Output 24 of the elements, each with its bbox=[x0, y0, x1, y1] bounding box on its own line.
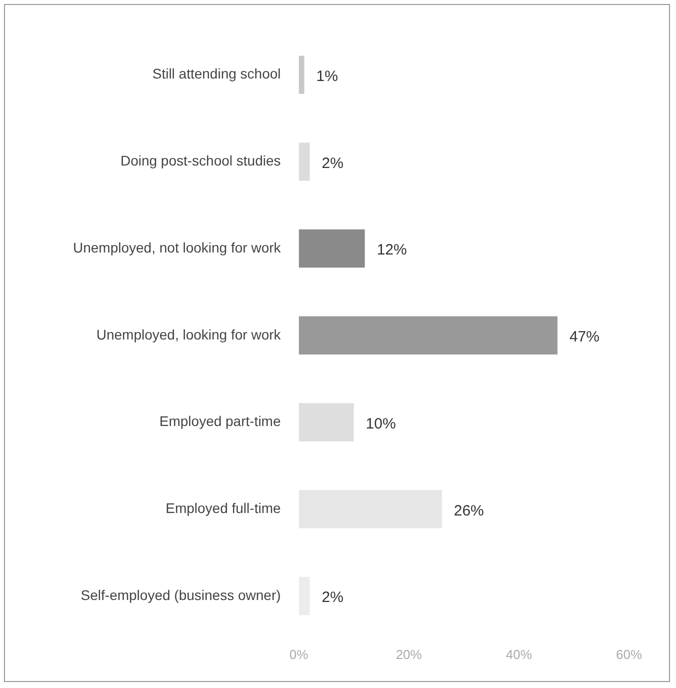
data-label: 1% bbox=[316, 68, 338, 85]
bar bbox=[298, 316, 558, 355]
y-tick-label: Unemployed, looking for work bbox=[96, 326, 282, 342]
data-label: 10% bbox=[366, 415, 396, 432]
x-tick-label: 20% bbox=[396, 646, 422, 662]
data-label: 12% bbox=[376, 242, 407, 259]
data-label: 2% bbox=[322, 589, 344, 606]
x-tick-label: 60% bbox=[616, 646, 642, 662]
data-label: 47% bbox=[569, 328, 600, 346]
data-label: 2% bbox=[322, 154, 344, 172]
x-tick-label: 0% bbox=[289, 646, 309, 662]
data-label: 26% bbox=[454, 502, 484, 520]
bar bbox=[298, 142, 310, 181]
bar bbox=[298, 229, 365, 268]
y-tick-label: Still attending school bbox=[152, 66, 281, 82]
y-tick-label: Employed part-time bbox=[159, 413, 281, 430]
y-tick-label: Unemployed, not looking for work bbox=[72, 239, 282, 256]
y-tick-label: Self-employed (business owner) bbox=[80, 586, 281, 603]
bar bbox=[298, 490, 442, 528]
bar bbox=[298, 56, 304, 94]
bar bbox=[298, 403, 354, 442]
x-tick-label: 40% bbox=[506, 646, 532, 662]
y-tick-label: Doing post-school studies bbox=[120, 152, 281, 169]
y-tick-label: Employed full-time bbox=[166, 500, 281, 516]
